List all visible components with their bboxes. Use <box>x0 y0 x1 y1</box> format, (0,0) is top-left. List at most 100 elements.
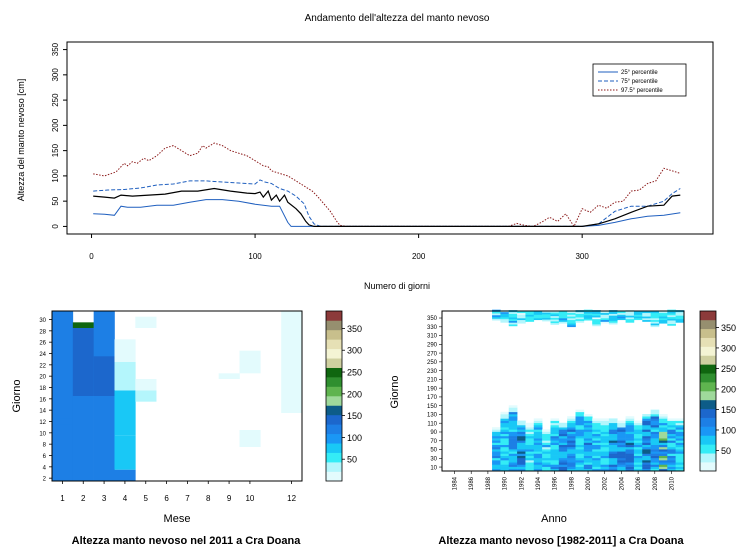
heat-cell <box>667 316 676 319</box>
heat-cell <box>508 409 518 413</box>
heat-cell <box>608 311 618 314</box>
heat-cell <box>625 424 635 428</box>
heat-cell <box>617 464 626 467</box>
heat-cell <box>675 466 685 470</box>
heat-cell <box>550 446 560 450</box>
heat-cell <box>675 444 685 448</box>
heat-cell <box>525 433 535 437</box>
heat-cell <box>542 310 551 313</box>
heat-cell <box>675 464 685 467</box>
heat-cell <box>583 427 593 430</box>
heat-cell <box>500 435 510 439</box>
heat-cell <box>72 322 94 328</box>
heat-cell <box>675 320 685 323</box>
heat-cell <box>517 449 526 452</box>
heat-cell <box>583 316 593 319</box>
y-tick-label: 150 <box>427 404 438 410</box>
heat-cell <box>500 315 510 318</box>
heat-cell <box>517 451 526 454</box>
x-tick-label: 0 <box>89 252 94 261</box>
heat-cell <box>592 322 601 325</box>
heat-cell <box>592 457 601 461</box>
heat-cell <box>642 446 651 450</box>
heat-cell <box>492 446 501 450</box>
y-tick-label: 330 <box>427 325 438 331</box>
heat-cell <box>650 438 660 441</box>
x-tick-label: 2006 <box>636 476 642 490</box>
y-tick-label: 30 <box>39 318 46 324</box>
heat-cell <box>72 328 94 396</box>
heat-cell <box>558 318 568 321</box>
heat-cell <box>533 318 543 321</box>
heat-cell <box>592 315 601 318</box>
heat-cell <box>550 460 560 463</box>
heat-cell <box>600 429 610 432</box>
heat-cell <box>550 314 560 317</box>
heat-cell <box>583 429 593 432</box>
heat-cell <box>642 464 651 467</box>
y-tick-label: 6 <box>43 454 47 460</box>
heat-cell <box>650 444 660 448</box>
heat-cell <box>592 324 601 327</box>
heat-cell <box>642 319 651 322</box>
heat-cell <box>642 427 651 430</box>
heat-cell <box>558 431 568 435</box>
monthly-heatmap-title: Altezza manto nevoso nel 2011 a Cra Doan… <box>72 535 302 547</box>
heat-cell <box>508 407 518 410</box>
heat-cell <box>558 321 568 324</box>
series-line-3 <box>93 187 681 227</box>
heat-cell <box>650 455 660 459</box>
heat-cell <box>500 468 510 472</box>
heat-cell <box>533 429 543 432</box>
heat-cell <box>650 440 660 443</box>
heat-cell <box>600 449 610 452</box>
heat-cell <box>675 468 685 472</box>
heat-cell <box>633 420 643 424</box>
heat-cell <box>675 435 685 439</box>
heat-cell <box>600 466 610 470</box>
yearly-heatmap-colorbar: 50 100 150 200 250 300 350 <box>699 310 736 472</box>
x-tick-label: 6 <box>164 494 169 503</box>
heat-cell <box>533 442 543 445</box>
heat-cell <box>642 438 651 441</box>
y-tick-label: 170 <box>427 395 438 401</box>
heat-cell <box>592 453 601 456</box>
heat-cell <box>492 449 501 452</box>
y-tick-label: 50 <box>51 196 60 205</box>
heat-cell <box>533 424 543 428</box>
heat-cell <box>667 462 676 465</box>
legend-label-75: 75° percentile <box>621 79 658 85</box>
heat-cell <box>533 449 543 452</box>
heat-cell <box>135 390 157 402</box>
colorbar-tick-label: 50 <box>721 446 731 456</box>
heat-cell <box>592 442 601 445</box>
heat-cell <box>525 438 535 441</box>
heat-cell <box>667 422 676 426</box>
heat-cell <box>575 453 585 456</box>
heat-cell <box>642 420 651 424</box>
monthly-heatmap-ylabel: Giorno <box>11 379 23 412</box>
heat-cell <box>658 455 668 459</box>
heat-cell <box>642 418 651 421</box>
heat-cell <box>218 373 240 379</box>
heat-cell <box>617 449 626 452</box>
heat-cell <box>583 414 593 417</box>
heat-cell <box>500 455 510 459</box>
heat-cell <box>617 455 626 459</box>
heat-cell <box>533 431 543 435</box>
heat-cell <box>608 418 618 421</box>
heat-cell <box>575 451 585 454</box>
heat-cell <box>642 460 651 463</box>
y-tick-label: 270 <box>427 351 438 357</box>
heat-cell <box>592 438 601 441</box>
heat-cell <box>500 420 510 424</box>
heat-cell <box>525 466 535 470</box>
heat-cell <box>625 435 635 439</box>
heat-cell <box>567 466 576 470</box>
heat-cell <box>608 455 618 459</box>
heat-cell <box>525 462 535 465</box>
heat-cell <box>533 460 543 463</box>
heat-cell <box>567 442 576 445</box>
y-tick-label: 10 <box>39 431 46 437</box>
heat-cell <box>600 442 610 445</box>
